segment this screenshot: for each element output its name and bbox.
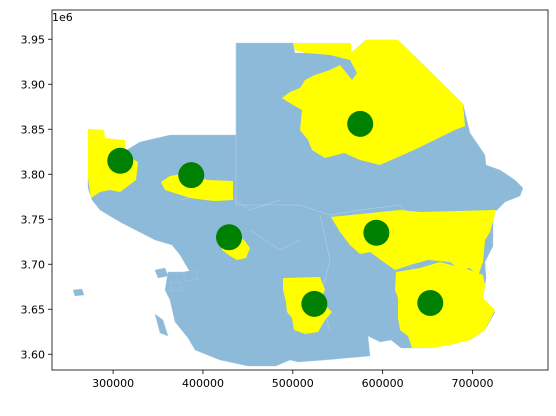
plot-frame (51, 9, 549, 371)
map-layers (72, 39, 524, 367)
x-tick-label: 500000 (272, 377, 314, 390)
island-4 (169, 281, 183, 292)
point-marker-4 (347, 110, 374, 137)
point-marker-5 (363, 219, 390, 246)
y-tick-label: 3.85 (21, 123, 46, 136)
x-tick-label: 700000 (452, 377, 494, 390)
island-2 (154, 313, 169, 337)
point-marker-6 (301, 290, 328, 317)
point-marker-3 (216, 224, 243, 251)
point-marker-2 (178, 162, 205, 189)
y-tick-label: 3.90 (21, 78, 46, 91)
island-5 (182, 269, 199, 282)
y-tick-label: 3.60 (21, 348, 46, 361)
x-axis: 300000 400000 500000 600000 700000 (92, 370, 494, 390)
y-offset-label: 1e6 (52, 11, 73, 24)
highlight-region-southeast (395, 262, 495, 348)
point-layer (107, 110, 444, 317)
y-tick-label: 3.75 (21, 213, 46, 226)
point-marker-7 (417, 289, 444, 316)
highlight-region-north (282, 40, 465, 165)
x-tick-label: 300000 (92, 377, 134, 390)
x-tick-label: 600000 (362, 377, 404, 390)
y-tick-label: 3.95 (21, 33, 46, 46)
y-tick-label: 3.80 (21, 168, 46, 181)
y-tick-label: 3.70 (21, 258, 46, 271)
highlight-region-west (161, 174, 233, 201)
y-axis: 3.60 3.65 3.70 3.75 3.80 3.85 3.90 3.95 (21, 33, 52, 361)
x-tick-label: 400000 (182, 377, 224, 390)
y-tick-label: 3.65 (21, 303, 46, 316)
point-marker-1 (107, 147, 134, 174)
island-3 (154, 267, 169, 279)
island-1 (72, 288, 85, 297)
